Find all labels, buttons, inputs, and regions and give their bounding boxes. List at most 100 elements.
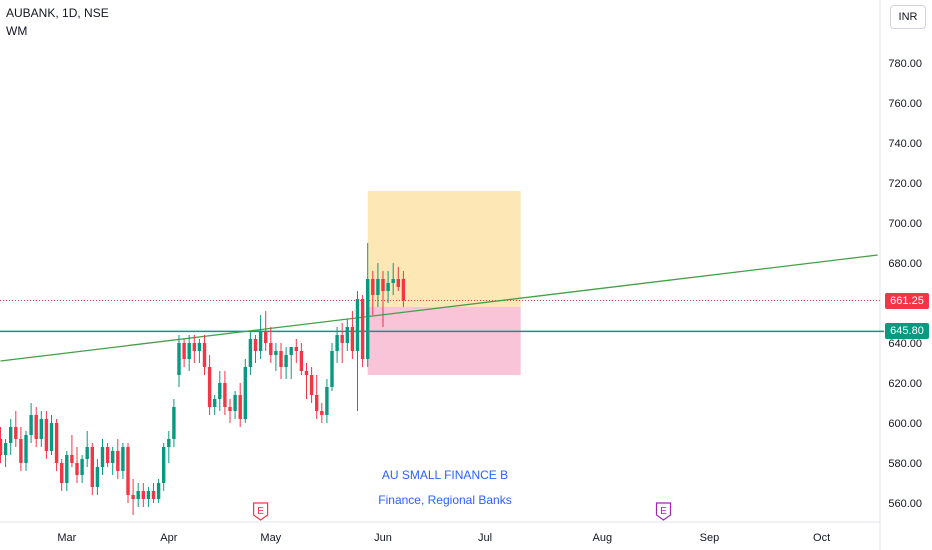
candle [44,411,49,459]
candle-body [355,299,360,351]
candle [258,315,263,359]
candle [146,487,151,507]
company-sector: Finance, Regional Banks [378,493,512,507]
candle-body [386,283,390,291]
candle [299,343,304,375]
candle [172,399,176,447]
candle-body [65,455,69,483]
candle-body [315,395,319,411]
candle-body [49,423,54,451]
candle [3,439,8,467]
candle-body [19,439,23,463]
candle [366,243,370,367]
candle [24,431,28,471]
candle [14,411,18,447]
x-tick-label: Aug [593,532,613,544]
candle [386,271,390,303]
candle [330,343,334,391]
candle-body [167,439,171,447]
y-tick-label: 780.00 [888,58,922,70]
y-tick-label: 700.00 [888,218,922,230]
y-tick-label: 580.00 [888,458,922,470]
candle [335,327,339,363]
candle-body [376,279,380,295]
candle [136,483,140,507]
candle-body [345,327,349,343]
candle-body [141,491,145,499]
candle [340,323,344,363]
candle-body [90,447,94,487]
stop-zone [367,307,521,375]
candle [248,331,253,375]
candle [34,407,38,447]
candle [126,443,130,503]
candle-body [294,347,298,351]
candle-body [111,451,115,463]
candle [315,375,319,419]
candle [111,447,115,475]
candle-body [197,343,202,351]
candle [360,295,365,367]
candle [350,311,355,359]
earnings-label: E [660,506,667,517]
y-tick-label: 600.00 [888,418,922,430]
candle-body [151,491,156,499]
candle-body [172,407,176,439]
candle [279,343,283,379]
candle [121,443,125,479]
candle-body [371,279,375,295]
candle-body [182,343,186,359]
candle-body [192,343,196,351]
candle-body [60,463,64,483]
candle-body [146,491,151,499]
candle-body [304,371,309,375]
candle-body [330,351,334,387]
candle-body [325,387,329,415]
candle [284,347,288,379]
indicator-label: WM [6,24,28,38]
symbol-title: AUBANK, 1D, NSE [6,6,109,20]
candle-body [162,447,166,483]
candle [192,335,196,363]
y-tick-label: 740.00 [888,138,922,150]
candle-body [29,415,33,435]
candle [269,327,273,363]
earnings-badge [655,502,672,521]
candle-body [381,279,385,291]
earnings-marker-icon: E [253,502,269,521]
candle [9,419,13,455]
candle [213,395,217,415]
candle-body [156,483,161,499]
candle-body [14,427,18,439]
x-tick-label: Jun [374,532,392,544]
candle-body [187,343,191,359]
candle-body [218,383,222,399]
candle [177,335,181,387]
candle-body [289,347,293,355]
candle-body [360,299,365,359]
candle [167,431,171,463]
x-tick-label: Mar [57,532,76,544]
y-tick-label: 560.00 [888,498,922,510]
candle-body [223,383,227,407]
candle [202,335,207,375]
candle-body [274,351,278,355]
candle-body [100,447,105,467]
candle-body [116,451,120,471]
candle [294,339,298,363]
candle-body [75,463,79,475]
currency-button[interactable]: INR [890,5,926,29]
candle [60,459,64,491]
candle-body [320,411,324,415]
candle [29,403,33,443]
candle [85,431,89,467]
candle [141,483,145,507]
candle-body [340,335,344,343]
candle [65,451,69,491]
x-tick-label: Oct [813,532,830,544]
candle [19,427,23,471]
candle [223,371,227,415]
candle-body [136,491,140,499]
candle [320,403,324,423]
